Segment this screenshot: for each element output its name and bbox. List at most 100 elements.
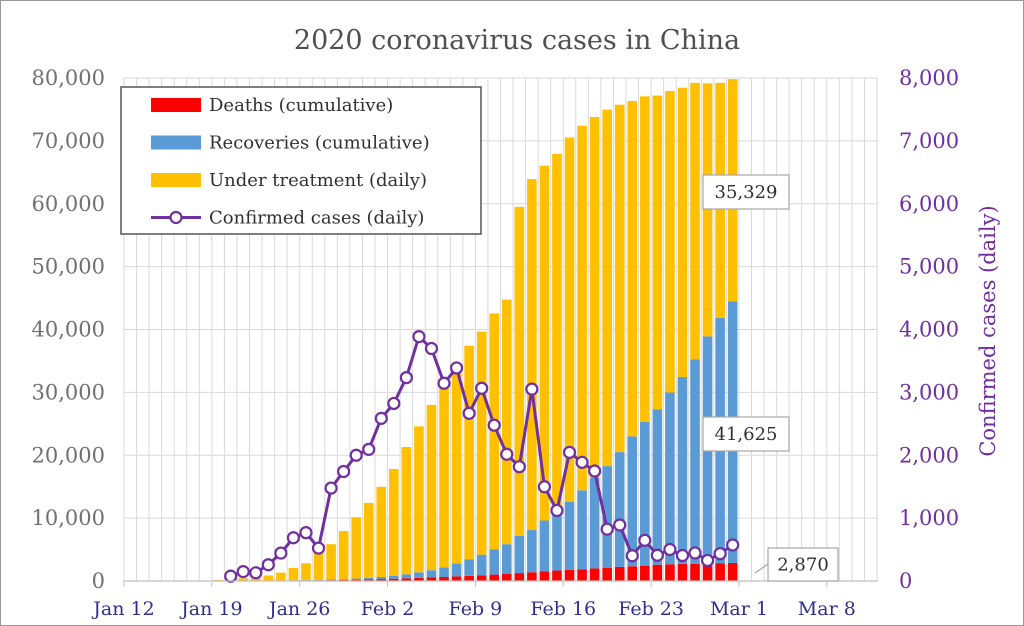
confirmed-point [412, 330, 426, 344]
legend: Deaths (cumulative) Recoveries (cumulativ… [120, 86, 482, 235]
bar-segment [501, 299, 512, 545]
confirmed-point [537, 480, 552, 494]
bar-segment [301, 563, 311, 581]
bar-segment [614, 566, 625, 581]
bar-segment [439, 567, 449, 578]
bar-segment [527, 179, 537, 531]
legend-label: Deaths (cumulative) [209, 95, 393, 116]
legend-label: Under treatment (daily) [209, 170, 427, 191]
callout-label: 41,625 [715, 424, 778, 445]
y-tick-label: 60,000 [32, 192, 105, 216]
x-tick-label: Feb 16 [530, 598, 596, 620]
confirmed-point [449, 361, 464, 375]
bar-segment [326, 579, 336, 581]
axes: 0 10,000 20,000 30,000 40,000 50,000 60,000 70,… [32, 66, 960, 620]
x-tick-label: Mar 1 [710, 598, 768, 620]
bar-segment [690, 82, 700, 360]
bar-segment [690, 359, 700, 564]
bar-segment [564, 137, 575, 502]
bar-segment [501, 544, 512, 575]
bar-segment [426, 404, 437, 571]
callout-label: 35,329 [715, 182, 778, 203]
y-tick-label: 70,000 [32, 129, 105, 153]
confirmed-point [374, 411, 388, 425]
bar-segment [401, 578, 412, 581]
confirmed-point [399, 370, 413, 385]
x-tick-label: Jan 19 [179, 598, 242, 620]
legend-label: Recoveries (cumulative) [209, 133, 430, 154]
bar-segment [589, 568, 600, 581]
bar-segment [652, 409, 663, 565]
y-tick-label: 10,000 [32, 506, 105, 530]
legend-swatch [151, 135, 201, 150]
confirmed-point [726, 538, 740, 552]
bars [125, 79, 738, 581]
bar-segment [351, 517, 361, 579]
bar-segment [363, 577, 374, 580]
bar-segment [539, 571, 550, 581]
confirmed-point [525, 382, 539, 396]
bar-segment [577, 125, 587, 491]
bar-segment [351, 579, 361, 581]
confirmed-point [512, 460, 526, 474]
bar-segment [602, 466, 612, 568]
right-axis-label: Confirmed cases (daily) [976, 205, 1000, 456]
bar-segment [614, 452, 625, 567]
bar-segment [640, 96, 650, 422]
bar-segment [389, 578, 399, 581]
confirmed-point [337, 464, 351, 479]
bar-segment [389, 575, 399, 579]
x-tick-label: Jan 26 [267, 598, 330, 620]
callout-box [702, 416, 790, 452]
bar-segment [627, 436, 638, 567]
bar-segment [652, 564, 663, 581]
confirmed-point [324, 481, 338, 495]
legend-swatch [151, 98, 201, 112]
y-tick-label: 50,000 [32, 255, 105, 279]
bar-segment [640, 565, 650, 581]
bar-segment [627, 101, 638, 437]
bar-segment [276, 572, 286, 581]
bar-segment [539, 520, 550, 572]
confirmed-point [462, 406, 476, 420]
bar-segment [589, 478, 600, 569]
y-tick-label: 40,000 [32, 318, 105, 342]
bar-segment [527, 572, 537, 581]
chart-title: 2020 coronavirus cases in China [294, 25, 740, 56]
confirmed-point [588, 464, 602, 478]
bar-segment [376, 577, 387, 580]
confirmed-point [638, 533, 652, 547]
bar-segment [263, 575, 274, 581]
bar-segment [602, 567, 612, 581]
bar-segment [476, 575, 487, 581]
bar-segment [439, 577, 449, 581]
x-tick-label: Jan 12 [91, 598, 154, 620]
bar-segment [401, 574, 412, 579]
confirmed-point [688, 546, 702, 560]
bar-segment [614, 104, 625, 453]
confirmed-point [675, 548, 690, 563]
confirmed-point [349, 448, 363, 462]
bar-segment [414, 577, 424, 581]
bar-segment [702, 563, 713, 581]
bar-segment [640, 421, 650, 566]
y-tick-label: 20,000 [32, 443, 105, 467]
confirmed-line [224, 330, 740, 583]
bar-segment [414, 572, 424, 578]
y2-tick-label: 1,000 [899, 506, 959, 530]
bar-segment [363, 579, 374, 581]
legend-swatch-marker [169, 210, 183, 225]
bar-segment [552, 511, 562, 571]
legend-swatch [151, 173, 201, 187]
bar-segment [514, 206, 525, 536]
bar-segment [527, 530, 537, 573]
bar-segment [338, 531, 349, 580]
confirmed-point [487, 418, 501, 432]
y-tick-label: 80,000 [32, 66, 105, 90]
bar-segment [514, 573, 525, 581]
bar-segment [489, 574, 500, 581]
bar-segment [451, 367, 462, 564]
callout-box [767, 547, 839, 582]
bar-segment [476, 331, 487, 555]
